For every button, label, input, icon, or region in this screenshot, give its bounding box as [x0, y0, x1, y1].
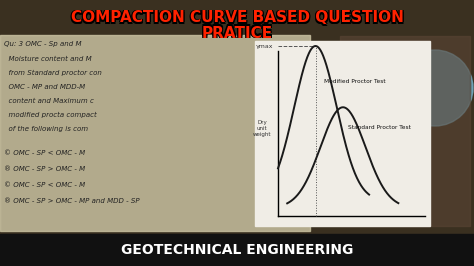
Bar [255, 41, 430, 226]
Text: PRATICE: PRATICE [201, 26, 272, 40]
Text: © OMC - SP < OMC - M: © OMC - SP < OMC - M [4, 150, 85, 156]
Text: ® OMC - SP > OMC - M: ® OMC - SP > OMC - M [4, 166, 85, 172]
Bar [0, 35, 310, 231]
Text: © OMC - SP < OMC - M: © OMC - SP < OMC - M [4, 182, 85, 188]
Text: Moisture content and M: Moisture content and M [4, 56, 91, 62]
Text: ® OMC - SP > OMC - MP and MDD - SP: ® OMC - SP > OMC - MP and MDD - SP [4, 198, 140, 204]
Circle shape [397, 50, 473, 126]
Text: content and Maximum c: content and Maximum c [4, 98, 94, 104]
Text: PRATICE: PRATICE [201, 27, 272, 41]
Text: PRATICE: PRATICE [202, 24, 273, 39]
Text: OMC - MP and MDD-M: OMC - MP and MDD-M [4, 84, 85, 90]
Text: Standard Proctor Test: Standard Proctor Test [348, 125, 410, 130]
Text: Dry
unit
weight: Dry unit weight [253, 120, 271, 137]
Text: COMPACTION CURVE BASED QUESTION: COMPACTION CURVE BASED QUESTION [70, 10, 402, 26]
Text: COMPACTION CURVE BASED QUESTION: COMPACTION CURVE BASED QUESTION [72, 10, 404, 24]
Text: γmax: γmax [255, 44, 273, 48]
Text: COMPACTION CURVE BASED QUESTION: COMPACTION CURVE BASED QUESTION [71, 10, 403, 24]
Text: Modified Proctor Test: Modified Proctor Test [324, 78, 385, 84]
Text: COMPACTION CURVE BASED QUESTION: COMPACTION CURVE BASED QUESTION [71, 11, 403, 27]
Text: Qu: 3 OMC - Sp and M: Qu: 3 OMC - Sp and M [4, 41, 82, 47]
Text: PRATICE: PRATICE [201, 24, 273, 39]
Text: PRATICE: PRATICE [201, 24, 272, 39]
Text: COMPACTION CURVE BASED QUESTION: COMPACTION CURVE BASED QUESTION [70, 11, 402, 27]
Text: of the following is com: of the following is com [4, 126, 88, 132]
Bar [0, 234, 474, 266]
Bar [340, 36, 470, 226]
Text: COMPACTION CURVE BASED QUESTION: COMPACTION CURVE BASED QUESTION [70, 10, 402, 24]
Text: PRATICE: PRATICE [201, 27, 273, 41]
Text: PRATICE: PRATICE [202, 27, 273, 41]
Text: COMPACTION CURVE BASED QUESTION: COMPACTION CURVE BASED QUESTION [72, 11, 404, 27]
Text: COMPACTION CURVE BASED QUESTION: COMPACTION CURVE BASED QUESTION [71, 10, 403, 26]
Text: COMPACTION CURVE BASED QUESTION: COMPACTION CURVE BASED QUESTION [72, 10, 404, 26]
Text: PRATICE: PRATICE [202, 26, 273, 40]
Text: GEOTECHNICAL ENGINEERING: GEOTECHNICAL ENGINEERING [121, 243, 353, 257]
Text: from Standard proctor con: from Standard proctor con [4, 70, 102, 76]
Text: modified procta compact: modified procta compact [4, 112, 97, 118]
Text: PRATICE: PRATICE [201, 26, 273, 40]
